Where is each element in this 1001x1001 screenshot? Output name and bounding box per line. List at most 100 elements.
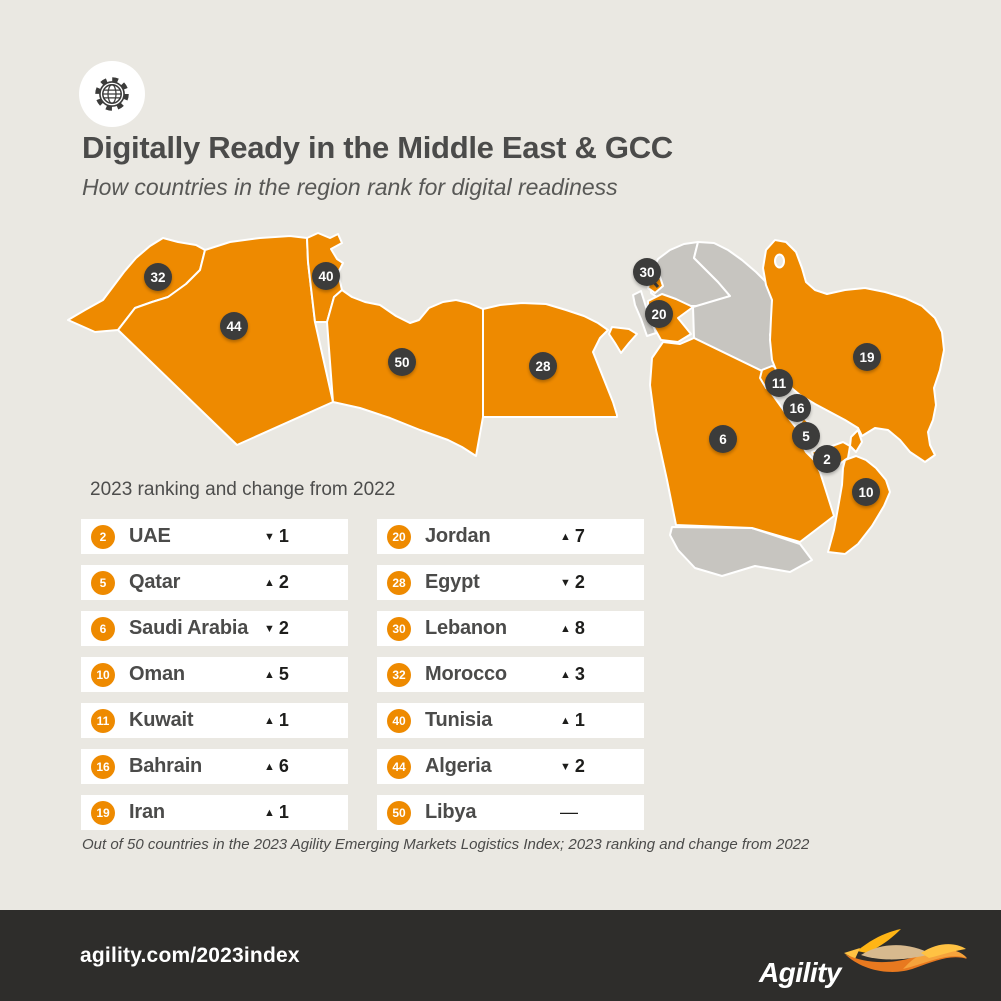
footnote: Out of 50 countries in the 2023 Agility …	[82, 836, 810, 853]
rank-badge: 40	[387, 708, 411, 733]
globe-gear-icon	[95, 77, 129, 111]
table-row-kuwait: 11 Kuwait ▲ 1	[81, 703, 348, 738]
rank-badge: 11	[91, 708, 115, 733]
arrow-up-icon: ▲	[264, 577, 275, 589]
arrow-up-icon: ▲	[560, 715, 571, 727]
country-name: Iran	[129, 801, 165, 823]
table-row-algeria: 44 Algeria ▼ 2	[377, 749, 644, 784]
change-indicator: ▲ 7	[560, 526, 644, 547]
region-map: 32 44 40 50 28 30 20 11 16 5 2 6 19 10	[40, 225, 960, 585]
country-name: Saudi Arabia	[129, 617, 249, 639]
change-indicator: ▲ 1	[264, 710, 348, 731]
footer-url: agility.com/2023index	[80, 943, 300, 967]
country-egypt-sinai	[608, 326, 638, 354]
page-subtitle: How countries in the region rank for dig…	[82, 174, 618, 200]
table-row-iran: 19 Iran ▲ 1	[81, 795, 348, 830]
rank-badge: 50	[387, 800, 411, 825]
country-name: Kuwait	[129, 709, 194, 731]
arrow-down-icon: ▼	[264, 623, 275, 635]
country-oman	[827, 455, 891, 555]
ranking-section-label: 2023 ranking and change from 2022	[90, 479, 396, 500]
arrow-up-icon: ▲	[264, 669, 275, 681]
country-name: Morocco	[425, 663, 507, 685]
rank-badge: 10	[91, 662, 115, 687]
change-indicator: ▲ 5	[264, 664, 348, 685]
arrow-up-icon: ▲	[560, 669, 571, 681]
map-rank-badge-kuwait: 11	[765, 369, 793, 397]
brand-mark	[79, 61, 145, 127]
table-row-egypt: 28 Egypt ▼ 2	[377, 565, 644, 600]
rank-badge: 44	[387, 754, 411, 779]
map-rank-badge-qatar: 5	[792, 422, 820, 450]
table-row-saudi-arabia: 6 Saudi Arabia ▼ 2	[81, 611, 348, 646]
change-amount: 7	[574, 526, 585, 546]
table-row-jordan: 20 Jordan ▲ 7	[377, 519, 644, 554]
map-rank-badge-uae: 2	[813, 445, 841, 473]
change-indicator: ▲ 2	[264, 572, 348, 593]
ranking-table-right: 20 Jordan ▲ 7 28 Egypt ▼ 2 30 Lebanon ▲ 8 32 Morocco ▲…	[377, 519, 644, 841]
rank-badge: 20	[387, 524, 411, 549]
agility-logo: Agility	[759, 928, 975, 988]
map-rank-badge-algeria: 44	[220, 312, 248, 340]
country-name: Algeria	[425, 755, 492, 777]
table-row-lebanon: 30 Lebanon ▲ 8	[377, 611, 644, 646]
country-name: Egypt	[425, 571, 480, 593]
change-amount: 2	[574, 572, 585, 592]
arrow-up-icon: ▲	[264, 761, 275, 773]
table-row-qatar: 5 Qatar ▲ 2	[81, 565, 348, 600]
map-rank-badge-iran: 19	[853, 343, 881, 371]
country-name: Jordan	[425, 525, 491, 547]
arrow-down-icon: ▼	[560, 577, 571, 589]
rank-badge: 6	[91, 616, 115, 641]
country-name: Lebanon	[425, 617, 507, 639]
change-amount: 2	[574, 756, 585, 776]
map-rank-badge-egypt: 28	[529, 352, 557, 380]
country-oman-musandam	[849, 429, 863, 453]
change-amount: 6	[278, 756, 289, 776]
arrow-down-icon: ▼	[560, 761, 571, 773]
map-rank-badge-lebanon: 30	[633, 258, 661, 286]
change-indicator: ▼ 2	[264, 618, 348, 639]
map-rank-badge-tunisia: 40	[312, 262, 340, 290]
map-rank-badge-libya: 50	[388, 348, 416, 376]
country-algeria	[117, 235, 334, 446]
change-amount: 1	[278, 526, 289, 546]
brand-wordmark: Agility	[758, 956, 842, 988]
map-rank-badge-saudi-arabia: 6	[709, 425, 737, 453]
footer-bar: agility.com/2023index Agility	[0, 910, 1001, 1001]
rank-badge: 32	[387, 662, 411, 687]
map-rank-badge-morocco: 32	[144, 263, 172, 291]
arrow-up-icon: ▲	[560, 623, 571, 635]
country-lake-urmia	[774, 253, 785, 269]
page-title: Digitally Ready in the Middle East & GCC	[82, 130, 673, 165]
rank-badge: 30	[387, 616, 411, 641]
country-name: Tunisia	[425, 709, 493, 731]
change-indicator: ▼ 2	[560, 756, 644, 777]
change-amount: 1	[278, 802, 289, 822]
change-amount: 2	[278, 618, 289, 638]
table-row-oman: 10 Oman ▲ 5	[81, 657, 348, 692]
rank-badge: 5	[91, 570, 115, 595]
change-indicator: ▼ 2	[560, 572, 644, 593]
change-amount: 8	[574, 618, 585, 638]
rank-badge: 2	[91, 524, 115, 549]
map-rank-badge-bahrain: 16	[783, 394, 811, 422]
arrow-up-icon: ▲	[560, 531, 571, 543]
table-row-morocco: 32 Morocco ▲ 3	[377, 657, 644, 692]
map-rank-badge-jordan: 20	[645, 300, 673, 328]
table-row-bahrain: 16 Bahrain ▲ 6	[81, 749, 348, 784]
arrow-up-icon: ▲	[264, 807, 275, 819]
change-indicator: ▲ 1	[560, 710, 644, 731]
change-indicator: ▲ 6	[264, 756, 348, 777]
change-indicator: —	[560, 802, 578, 822]
table-row-tunisia: 40 Tunisia ▲ 1	[377, 703, 644, 738]
change-amount: 1	[278, 710, 289, 730]
change-amount: 3	[574, 664, 585, 684]
country-name: Bahrain	[129, 755, 203, 777]
country-name: Oman	[129, 663, 185, 685]
rank-badge: 16	[91, 754, 115, 779]
arrow-down-icon: ▼	[264, 531, 275, 543]
rank-badge: 28	[387, 570, 411, 595]
table-row-uae: 2 UAE ▼ 1	[81, 519, 348, 554]
